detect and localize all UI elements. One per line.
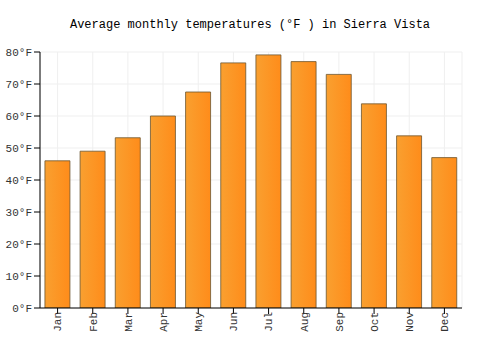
svg-text:30°F: 30°F <box>8 207 32 219</box>
svg-text:Jan: Jan <box>52 312 64 332</box>
svg-text:Jun: Jun <box>228 312 240 332</box>
svg-text:40°F: 40°F <box>8 175 32 187</box>
svg-text:Jul: Jul <box>263 312 275 332</box>
svg-text:70°F: 70°F <box>8 79 32 91</box>
svg-text:Oct: Oct <box>369 312 381 332</box>
svg-text:May: May <box>193 312 205 332</box>
svg-text:60°F: 60°F <box>8 111 32 123</box>
svg-text:Sep: Sep <box>334 312 346 332</box>
svg-text:Nov: Nov <box>404 312 416 332</box>
svg-text:Aug: Aug <box>299 312 311 332</box>
svg-text:Dec: Dec <box>439 312 451 332</box>
svg-text:Apr: Apr <box>158 312 170 332</box>
svg-text:0°F: 0°F <box>12 303 32 315</box>
svg-text:50°F: 50°F <box>8 143 32 155</box>
svg-text:10°F: 10°F <box>8 271 32 283</box>
html-text:Average monthly temperatures (: Average monthly temperatures (°F ) in Si… <box>70 18 430 32</box>
svg-text:80°F: 80°F <box>8 47 32 59</box>
svg-text:Mar: Mar <box>123 312 135 332</box>
svg-text:Feb: Feb <box>88 312 100 332</box>
svg-text:20°F: 20°F <box>8 239 32 251</box>
